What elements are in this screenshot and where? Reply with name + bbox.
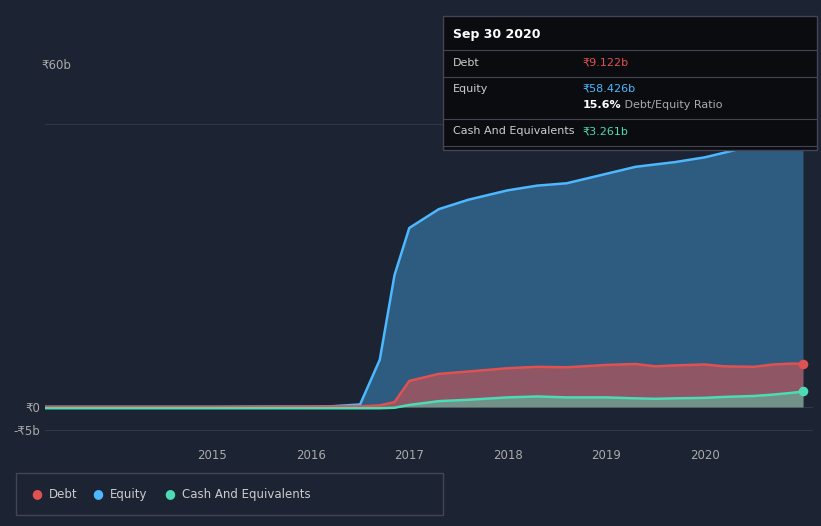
Text: Equity: Equity xyxy=(110,488,147,501)
Text: Cash And Equivalents: Cash And Equivalents xyxy=(453,126,575,136)
Text: Debt/Equity Ratio: Debt/Equity Ratio xyxy=(621,100,723,110)
Text: Cash And Equivalents: Cash And Equivalents xyxy=(182,488,311,501)
Text: 15.6%: 15.6% xyxy=(583,100,621,110)
Text: ₹58.426b: ₹58.426b xyxy=(583,84,636,94)
Point xyxy=(796,387,810,396)
Text: ●: ● xyxy=(31,487,42,500)
Text: ₹9.122b: ₹9.122b xyxy=(583,58,629,68)
Text: ₹60b: ₹60b xyxy=(41,59,71,73)
Text: ●: ● xyxy=(164,487,175,500)
Text: Equity: Equity xyxy=(453,84,488,94)
Text: ●: ● xyxy=(92,487,103,500)
Text: Sep 30 2020: Sep 30 2020 xyxy=(453,28,541,41)
Text: ₹3.261b: ₹3.261b xyxy=(583,126,629,136)
Text: Debt: Debt xyxy=(49,488,78,501)
Text: Debt: Debt xyxy=(453,58,480,68)
Point xyxy=(796,128,810,136)
Point xyxy=(796,360,810,368)
